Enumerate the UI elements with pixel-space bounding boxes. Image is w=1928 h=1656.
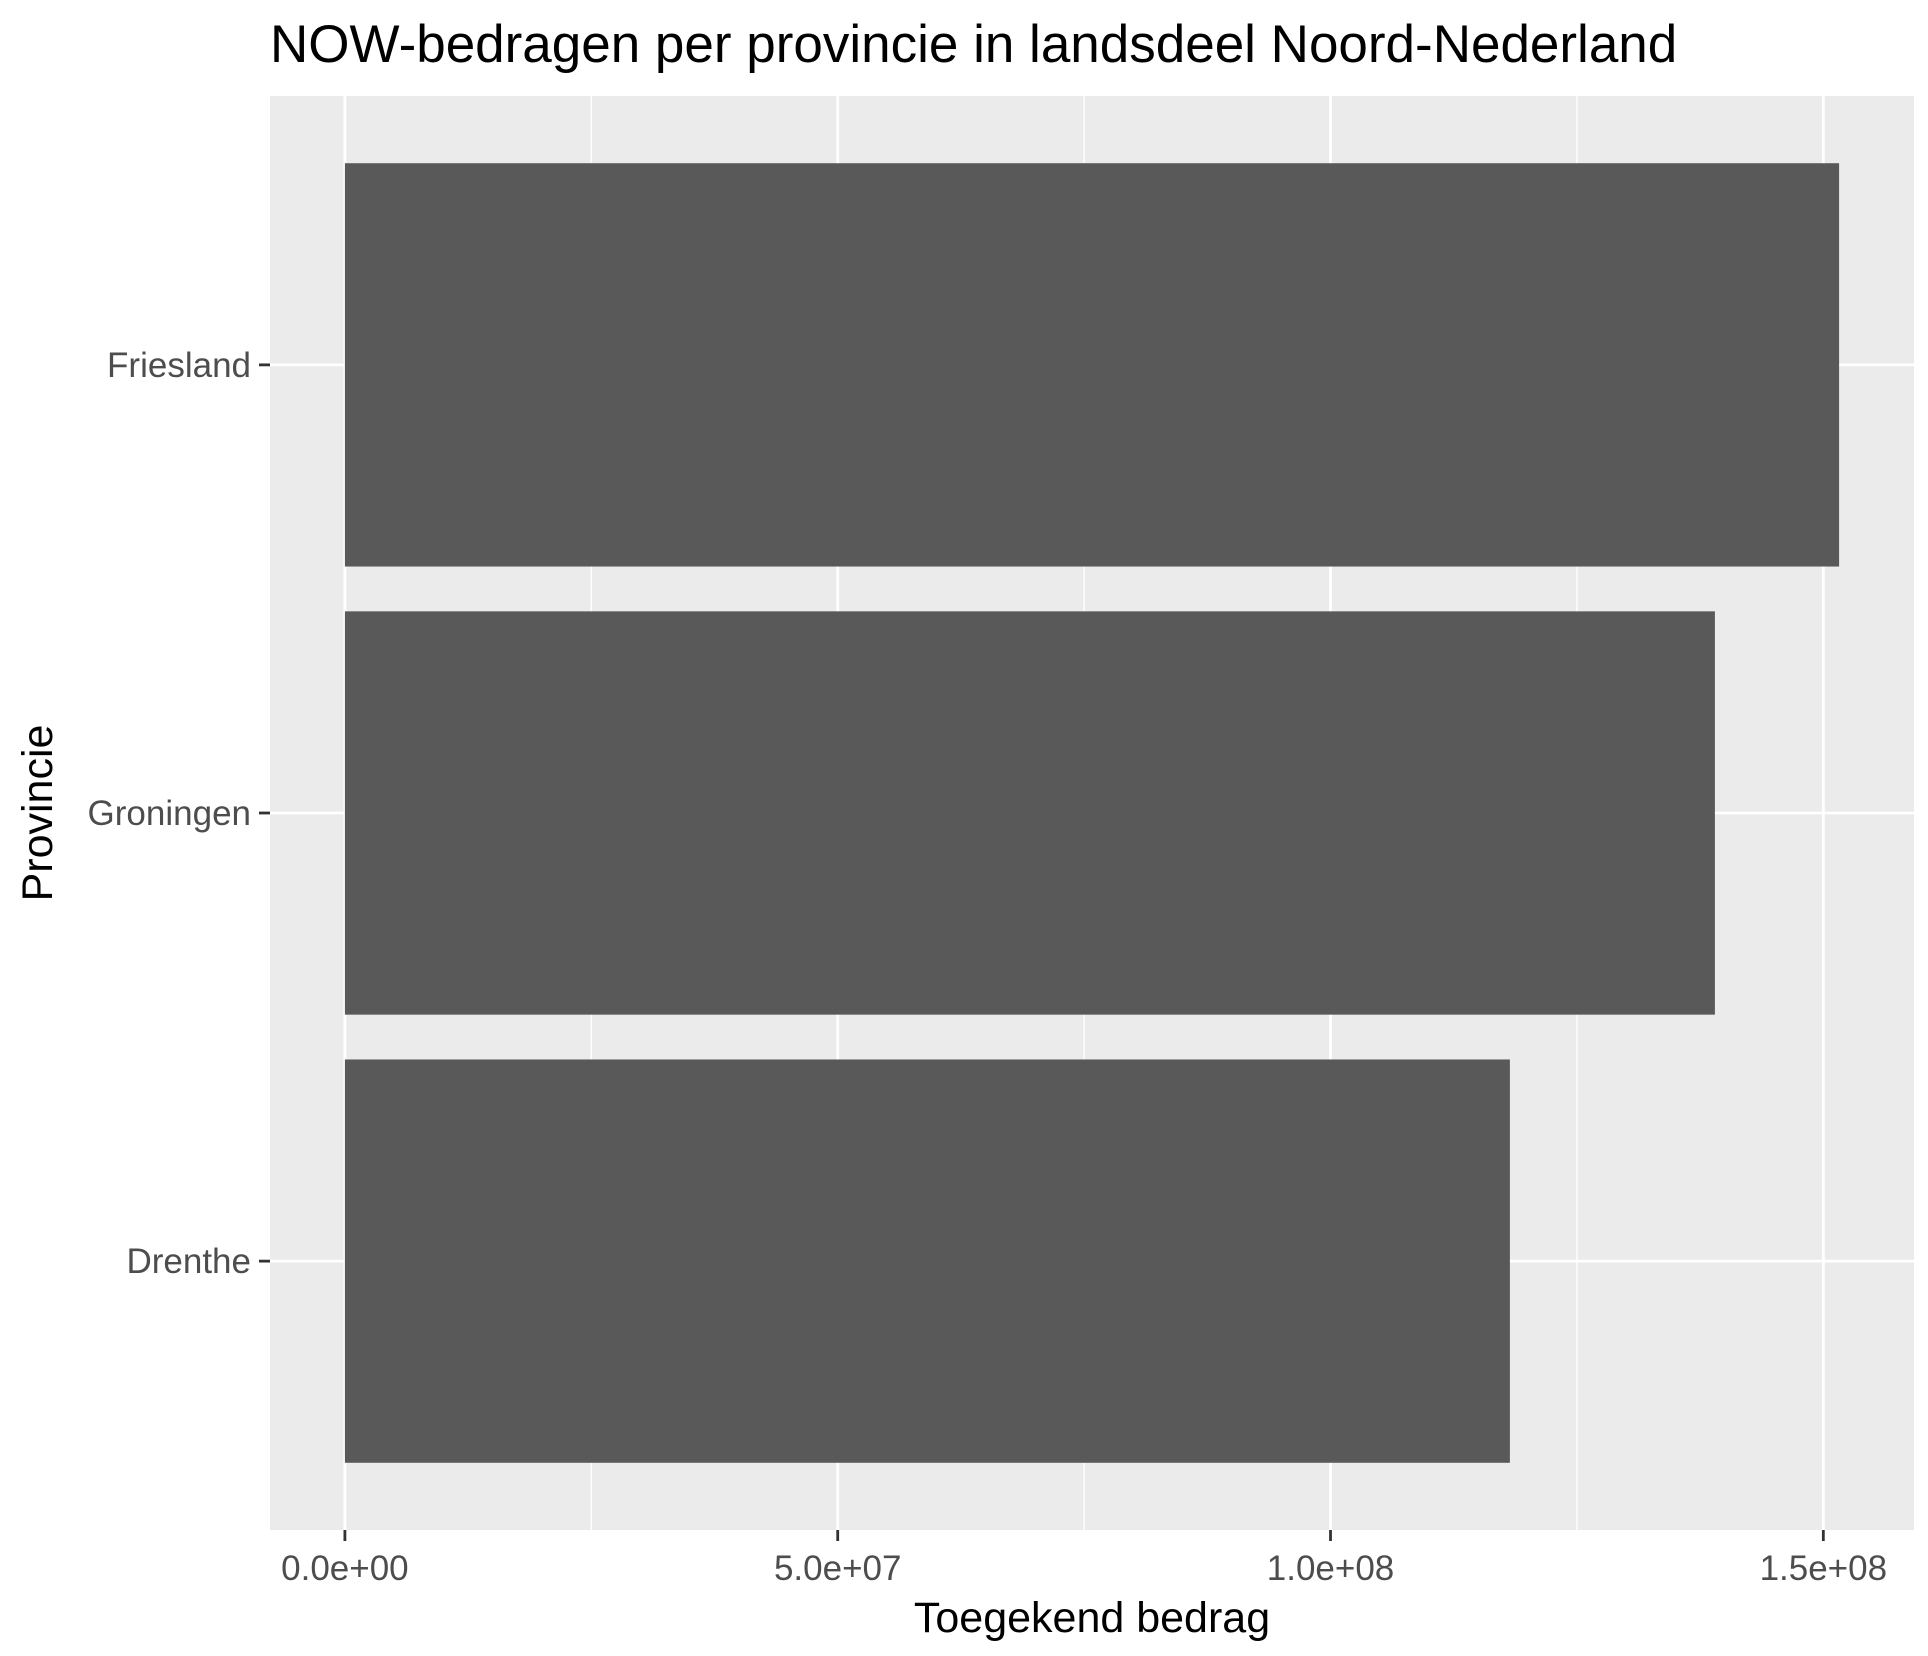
x-axis: 0.0e+00 5.0e+07 1.0e+08 1.5e+08 xyxy=(281,1530,1887,1588)
y-tick-label: Friesland xyxy=(107,346,251,385)
bar-groningen xyxy=(344,611,1715,1015)
chart-title: NOW-bedragen per provincie in landsdeel … xyxy=(270,15,1677,74)
x-tick-label: 5.0e+07 xyxy=(774,1549,902,1588)
y-tick-label: Drenthe xyxy=(126,1242,251,1281)
bars xyxy=(344,163,1840,1463)
y-axis: Friesland Groningen Drenthe xyxy=(88,346,270,1281)
x-axis-title: Toegekend bedrag xyxy=(914,1594,1270,1642)
y-axis-title: Provincie xyxy=(14,725,62,902)
bar-friesland xyxy=(344,163,1840,567)
x-tick-label: 1.0e+08 xyxy=(1267,1549,1395,1588)
y-tick-label: Groningen xyxy=(88,794,251,833)
x-tick-label: 0.0e+00 xyxy=(281,1549,409,1588)
x-tick-label: 1.5e+08 xyxy=(1760,1549,1888,1588)
bar-drenthe xyxy=(344,1059,1510,1463)
